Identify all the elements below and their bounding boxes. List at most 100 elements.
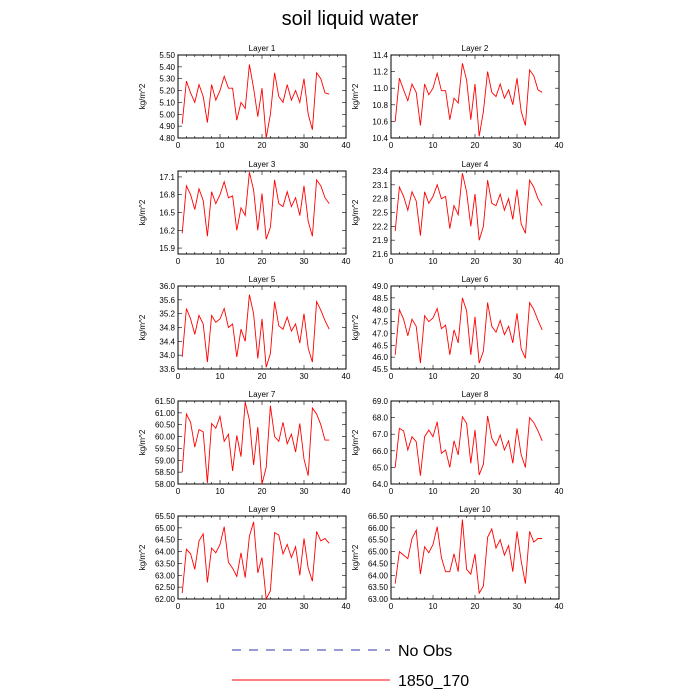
plot-frame	[177, 285, 347, 370]
y-tick-label: 46.0	[372, 353, 388, 362]
panel-10: Layer 10 kg/m^2 0 10 20 30 40 63.00 63.50 64.00 64…	[351, 505, 564, 611]
series-line-1850-170	[394, 415, 543, 476]
x-tick-label: 20	[471, 257, 480, 266]
x-tick-label: 0	[176, 602, 181, 611]
y-axis-label: kg/m^2	[138, 314, 147, 340]
y-tick-label: 66.0	[372, 447, 388, 456]
y-tick-label: 48.0	[372, 306, 388, 315]
y-tick-label: 5.50	[159, 51, 175, 60]
y-tick-label: 61.00	[155, 409, 176, 418]
plot-frame	[177, 400, 347, 485]
y-tick-label: 60.00	[155, 433, 176, 442]
panel-2: Layer 2 kg/m^2 0 10 20 30 40 10.4 10.6 10.8 11.0 11…	[351, 44, 564, 150]
y-tick-label: 5.00	[159, 110, 175, 119]
y-tick-label: 49.0	[372, 282, 388, 291]
x-tick-label: 40	[342, 372, 351, 381]
y-tick-label: 10.4	[372, 134, 388, 143]
x-tick-label: 40	[555, 602, 564, 611]
panel-9: Layer 9 kg/m^2 0 10 20 30 40 62.00 62.50 63.00 63.…	[138, 505, 351, 611]
y-tick-label: 68.0	[372, 414, 388, 423]
series-line-1850-170	[181, 402, 330, 485]
x-tick-label: 20	[258, 372, 267, 381]
panel-title: Layer 5	[249, 275, 276, 284]
x-tick-label: 0	[389, 372, 394, 381]
y-tick-label: 66.00	[368, 524, 389, 533]
y-axis-label: kg/m^2	[351, 544, 360, 570]
y-tick-label: 61.50	[155, 397, 176, 406]
x-tick-label: 40	[555, 372, 564, 381]
plot-frame	[390, 400, 560, 485]
y-tick-label: 65.00	[368, 548, 389, 557]
y-axis-label: kg/m^2	[138, 199, 147, 225]
x-tick-label: 10	[216, 257, 225, 266]
y-tick-label: 22.2	[372, 222, 388, 231]
series-line-1850-170	[181, 294, 330, 368]
x-tick-label: 30	[300, 141, 309, 150]
panel-title: Layer 7	[249, 390, 276, 399]
y-tick-label: 62.00	[155, 595, 176, 604]
y-tick-label: 34.0	[159, 351, 175, 360]
y-tick-label: 36.0	[159, 282, 175, 291]
x-tick-label: 0	[176, 372, 181, 381]
y-tick-label: 58.00	[155, 480, 176, 489]
y-tick-label: 62.50	[155, 583, 176, 592]
y-tick-label: 48.5	[372, 294, 388, 303]
x-tick-label: 20	[258, 141, 267, 150]
x-tick-label: 10	[429, 487, 438, 496]
panel-6: Layer 6 kg/m^2 0 10 20 30 40 45.5 46.0 46.5 47.0 47…	[351, 275, 564, 381]
y-tick-label: 64.50	[155, 536, 176, 545]
plot-frame	[390, 515, 560, 600]
y-tick-label: 59.50	[155, 444, 176, 453]
panel-1: Layer 1 kg/m^2 0 10 20 30 40 4.80 4.90 5.00 5.10 5.…	[138, 44, 351, 150]
x-tick-label: 20	[471, 141, 480, 150]
panel-3: Layer 3 kg/m^2 0 10 20 30 40 15.9 16.2 16.5 16.8 17…	[138, 160, 351, 266]
x-tick-label: 40	[342, 257, 351, 266]
figure-title: soil liquid water	[281, 8, 419, 30]
panel-7: Layer 7 kg/m^2 0 10 20 30 40 58.00 58.50 59.00 59.…	[138, 390, 351, 496]
y-tick-label: 35.6	[159, 296, 175, 305]
y-tick-label: 16.2	[159, 226, 175, 235]
x-tick-label: 10	[429, 372, 438, 381]
y-tick-label: 10.8	[372, 101, 388, 110]
series-line-1850-170	[394, 519, 543, 595]
panel-4: Layer 4 kg/m^2 0 10 20 30 40 21.6 21.9 22.2 22.5 22…	[351, 160, 564, 266]
y-tick-label: 15.9	[159, 244, 175, 253]
series-line-1850-170	[394, 173, 543, 241]
panel-title: Layer 8	[462, 390, 489, 399]
y-tick-label: 65.50	[155, 512, 176, 521]
y-axis-label: kg/m^2	[138, 429, 147, 455]
y-tick-label: 5.30	[159, 75, 175, 84]
x-tick-label: 40	[555, 257, 564, 266]
x-tick-label: 20	[471, 487, 480, 496]
y-tick-label: 33.6	[159, 365, 175, 374]
x-tick-label: 10	[216, 141, 225, 150]
y-tick-label: 64.0	[372, 480, 388, 489]
y-axis-label: kg/m^2	[351, 429, 360, 455]
x-tick-label: 10	[216, 372, 225, 381]
y-tick-label: 23.4	[372, 167, 388, 176]
y-tick-label: 60.50	[155, 421, 176, 430]
panel-title: Layer 2	[462, 44, 489, 53]
plot-frame	[177, 515, 347, 600]
y-tick-label: 46.5	[372, 341, 388, 350]
plot-frame	[390, 54, 560, 139]
y-tick-label: 45.5	[372, 365, 388, 374]
y-tick-label: 67.0	[372, 430, 388, 439]
y-tick-label: 10.6	[372, 117, 388, 126]
y-tick-label: 16.5	[159, 209, 175, 218]
y-axis-label: kg/m^2	[138, 544, 147, 570]
y-tick-label: 64.50	[368, 559, 389, 568]
plot-frame	[177, 170, 347, 255]
x-tick-label: 20	[258, 487, 267, 496]
x-tick-label: 0	[176, 257, 181, 266]
y-tick-label: 16.8	[159, 191, 175, 200]
x-tick-label: 40	[342, 141, 351, 150]
x-tick-label: 20	[471, 372, 480, 381]
y-tick-label: 5.10	[159, 98, 175, 107]
x-tick-label: 30	[513, 141, 522, 150]
y-tick-label: 65.00	[155, 524, 176, 533]
y-axis-label: kg/m^2	[351, 314, 360, 340]
y-tick-label: 22.5	[372, 209, 388, 218]
y-tick-label: 21.9	[372, 236, 388, 245]
